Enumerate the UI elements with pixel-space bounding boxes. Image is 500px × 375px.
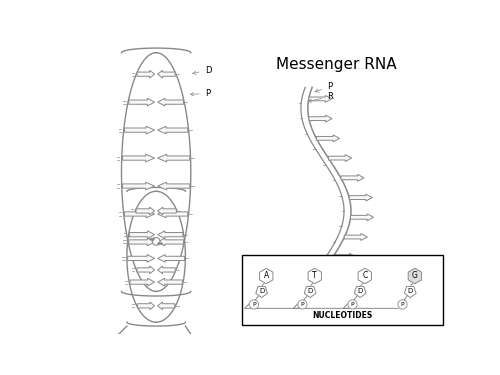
Polygon shape: [138, 302, 154, 310]
Polygon shape: [129, 98, 154, 106]
Text: P: P: [350, 302, 354, 307]
Polygon shape: [350, 214, 374, 221]
Polygon shape: [122, 182, 154, 190]
Text: D: D: [358, 288, 363, 294]
Circle shape: [152, 237, 160, 245]
Polygon shape: [158, 98, 184, 106]
Polygon shape: [158, 242, 162, 245]
Polygon shape: [158, 154, 190, 162]
Polygon shape: [129, 238, 154, 246]
Polygon shape: [124, 126, 154, 134]
Text: A: A: [264, 272, 269, 280]
Polygon shape: [130, 278, 154, 286]
Text: D: D: [259, 288, 264, 294]
Polygon shape: [158, 302, 174, 310]
Polygon shape: [408, 268, 422, 284]
Text: D: D: [192, 66, 211, 75]
Polygon shape: [344, 234, 368, 240]
Polygon shape: [137, 70, 154, 78]
Polygon shape: [332, 253, 356, 260]
Polygon shape: [404, 286, 416, 297]
Polygon shape: [308, 95, 332, 102]
Polygon shape: [309, 115, 332, 122]
Circle shape: [250, 300, 258, 309]
Polygon shape: [350, 194, 372, 201]
Text: D: D: [408, 288, 413, 294]
Text: P: P: [300, 302, 304, 307]
Polygon shape: [137, 266, 154, 274]
Polygon shape: [316, 135, 340, 142]
Polygon shape: [308, 268, 322, 284]
Text: R: R: [308, 92, 333, 102]
Bar: [242, 255, 442, 324]
Polygon shape: [158, 238, 184, 246]
Polygon shape: [158, 182, 190, 190]
Polygon shape: [136, 207, 154, 215]
Polygon shape: [358, 268, 372, 284]
Polygon shape: [158, 126, 188, 134]
Polygon shape: [341, 174, 364, 181]
Text: D: D: [308, 288, 313, 294]
Polygon shape: [354, 286, 366, 297]
Polygon shape: [256, 286, 268, 297]
Circle shape: [298, 300, 307, 309]
Text: Messenger RNA: Messenger RNA: [276, 57, 396, 72]
Polygon shape: [122, 154, 154, 162]
Text: G: G: [412, 272, 418, 280]
Polygon shape: [260, 268, 273, 284]
Polygon shape: [304, 286, 316, 297]
Polygon shape: [158, 255, 184, 262]
Circle shape: [398, 300, 407, 309]
Polygon shape: [158, 207, 176, 215]
Polygon shape: [130, 231, 154, 238]
Polygon shape: [128, 255, 154, 262]
Polygon shape: [158, 231, 183, 238]
Polygon shape: [158, 266, 175, 274]
Text: NUCLEOTIDES: NUCLEOTIDES: [312, 311, 372, 320]
Text: P: P: [190, 89, 210, 98]
Text: T: T: [312, 272, 317, 280]
Text: P: P: [400, 302, 404, 307]
Polygon shape: [158, 70, 175, 78]
Polygon shape: [328, 154, 351, 162]
Circle shape: [348, 300, 357, 309]
Polygon shape: [124, 210, 154, 218]
Text: P: P: [315, 82, 332, 92]
Text: C: C: [362, 272, 368, 280]
Polygon shape: [150, 237, 154, 241]
Polygon shape: [158, 210, 188, 218]
Text: P: P: [252, 302, 256, 307]
Polygon shape: [158, 278, 182, 286]
